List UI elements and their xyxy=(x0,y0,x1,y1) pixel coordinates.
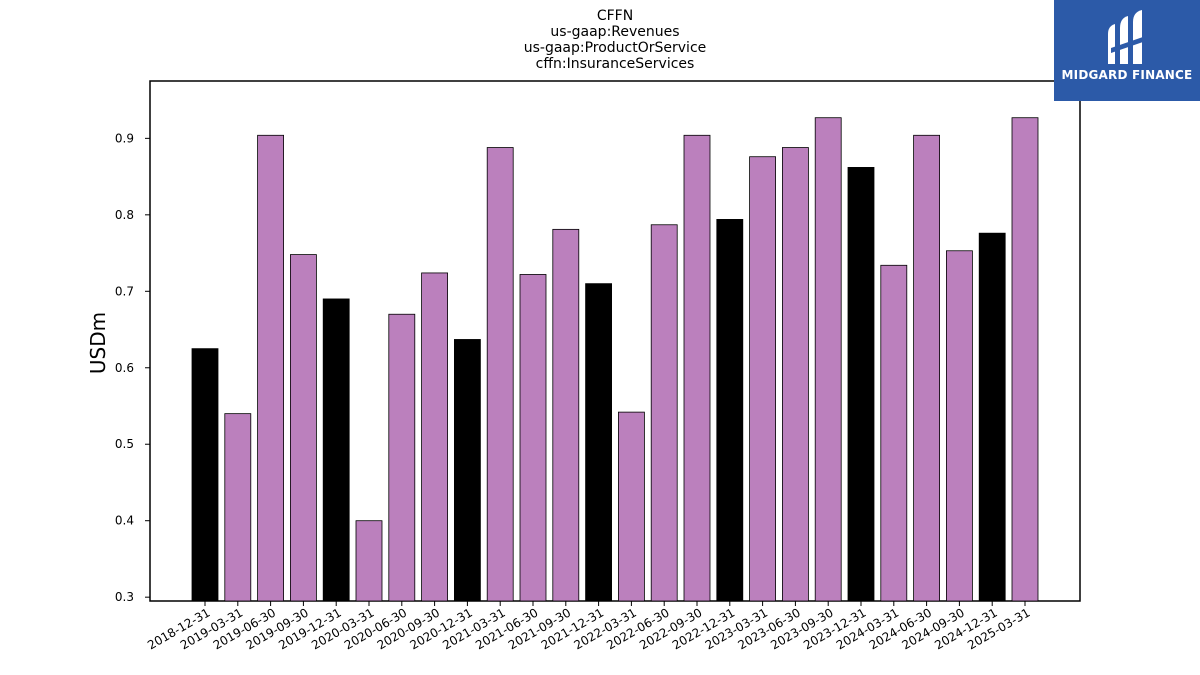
bar-2024-09-30 xyxy=(946,250,973,602)
bar-2022-03-31 xyxy=(618,411,645,602)
bar-2018-12-31 xyxy=(191,348,219,602)
bar-2020-09-30 xyxy=(421,272,449,602)
y-tick-label: 0.8 xyxy=(115,208,134,222)
y-tick-label: 0.5 xyxy=(115,437,134,451)
x-axis-ticks: 2018-12-312019-03-312019-06-302019-09-30… xyxy=(145,601,1033,652)
chart-title: CFFNus-gaap:Revenuesus-gaap:ProductOrSer… xyxy=(524,8,707,72)
bar-2023-09-30 xyxy=(814,117,842,602)
chart-title-line: us-gaap:Revenues xyxy=(550,24,679,40)
bar-2019-03-31 xyxy=(224,413,252,602)
bar-2021-12-31 xyxy=(585,283,612,602)
bar-2021-06-30 xyxy=(519,274,547,602)
logo-text: MIDGARD FINANCE xyxy=(1061,68,1193,82)
bar-2025-03-31 xyxy=(1011,117,1039,602)
chart-bars xyxy=(191,117,1039,602)
y-tick-label: 0.4 xyxy=(115,514,134,528)
bar-2023-03-31 xyxy=(749,156,776,602)
plot-frame xyxy=(149,80,1081,602)
y-tick-label: 0.6 xyxy=(115,361,134,375)
y-tick-label: 0.7 xyxy=(115,284,134,298)
chart-axes xyxy=(149,80,1081,602)
bar-2019-09-30 xyxy=(289,254,317,602)
chart-title-line: us-gaap:ProductOrService xyxy=(524,40,707,56)
bar-2021-03-31 xyxy=(486,147,514,602)
bar-2019-12-31 xyxy=(322,298,350,602)
bar-2023-12-31 xyxy=(847,167,875,602)
bar-2024-12-31 xyxy=(978,232,1006,602)
bar-2023-06-30 xyxy=(782,147,809,602)
bar-2021-09-30 xyxy=(552,228,580,602)
chart-title-line: cffn:InsuranceServices xyxy=(536,56,695,72)
bar-2020-06-30 xyxy=(388,313,416,602)
bar-2019-06-30 xyxy=(257,134,285,602)
y-tick-label: 0.9 xyxy=(115,131,134,145)
logo: MIDGARD FINANCE xyxy=(1054,0,1200,101)
bar-2022-09-30 xyxy=(683,134,711,602)
bar-2024-06-30 xyxy=(913,134,940,602)
bar-2020-03-31 xyxy=(355,520,383,602)
bar-2022-06-30 xyxy=(650,224,678,602)
y-axis-label: USDm xyxy=(86,312,110,374)
y-axis-ticks: 0.3 0.4 0.5 0.6 0.7 0.8 0.9 xyxy=(115,131,150,604)
y-tick-label: 0.3 xyxy=(115,590,134,604)
bar-2020-12-31 xyxy=(453,339,481,602)
bar-2024-03-31 xyxy=(880,264,908,602)
bar-2022-12-31 xyxy=(716,219,744,602)
midgard-logo-icon xyxy=(1108,10,1146,64)
chart-title-line: CFFN xyxy=(597,8,633,24)
